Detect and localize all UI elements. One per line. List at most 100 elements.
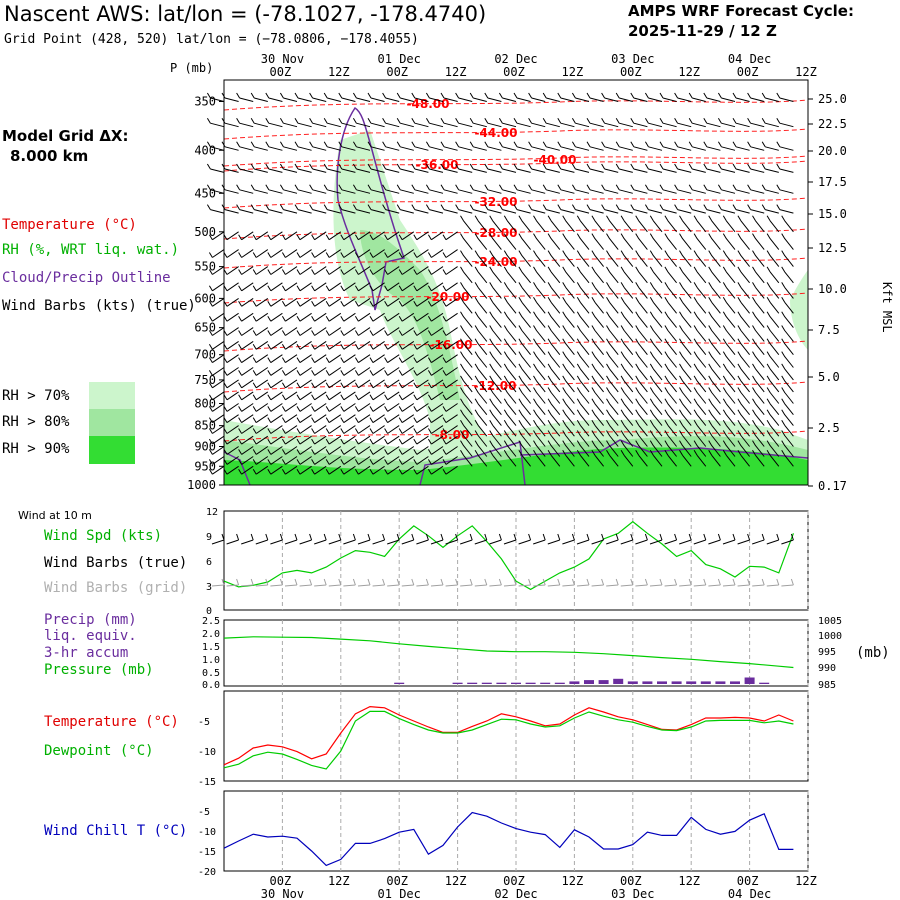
wind-barb — [620, 387, 634, 404]
temperature-contour — [223, 340, 809, 352]
precip-bar — [657, 681, 667, 684]
pressure-tick-label: 650 — [194, 321, 216, 335]
wind-barb — [238, 327, 254, 336]
rh90-swatch — [89, 436, 135, 464]
wind-barb — [752, 250, 765, 267]
wind-barb — [693, 282, 707, 299]
wind-barb — [503, 297, 517, 314]
wind-barb — [664, 215, 677, 233]
wind-barb — [474, 398, 488, 416]
wind-barb — [340, 414, 356, 424]
wind-barb — [354, 456, 371, 465]
wind-barb — [601, 92, 619, 102]
wind-barb — [576, 311, 590, 328]
wind-barb — [208, 435, 225, 445]
wind-barb — [722, 450, 736, 467]
wind-barb — [679, 215, 692, 233]
wind-barb — [649, 420, 663, 437]
wind-barb — [703, 184, 721, 194]
wind-barb — [498, 117, 517, 128]
wind-barb — [311, 297, 327, 307]
wind-barb — [281, 312, 298, 322]
wind-barb — [340, 435, 356, 445]
wind-barb — [352, 184, 371, 194]
wind-barb — [679, 440, 692, 457]
wind-barb — [384, 425, 400, 434]
wind-barb — [635, 266, 648, 284]
surface-wind-barb — [708, 533, 721, 545]
wind-barb — [281, 231, 298, 241]
wind-barb — [747, 141, 765, 151]
wind-barb — [781, 297, 794, 314]
wind-barb — [766, 338, 780, 356]
wind-barb — [533, 282, 546, 299]
wind-barb — [722, 297, 736, 314]
wind-barb — [635, 375, 648, 393]
wind-barb — [649, 409, 663, 426]
wind-barb — [460, 325, 473, 342]
wind-barb — [338, 163, 356, 173]
wind-barb — [413, 379, 429, 389]
wind-speed-line — [223, 520, 794, 591]
wind-barb — [369, 231, 385, 241]
wind-barb — [664, 375, 677, 393]
wind-barb — [369, 391, 385, 401]
wind-barb — [766, 375, 780, 393]
wind-barb — [591, 325, 604, 342]
wind-barb — [518, 297, 531, 314]
wind-barb — [562, 351, 575, 368]
grid-wind-barb — [562, 578, 575, 587]
wind-barb — [693, 430, 707, 447]
wind-barb — [460, 387, 473, 404]
time-tick-label-bottom: 12Z — [328, 874, 350, 888]
wind-barb — [776, 141, 794, 151]
wind-barb — [369, 435, 385, 445]
time-tick-label-bottom: 00Z — [270, 874, 292, 888]
wind-barb — [369, 354, 385, 364]
wind-barb — [737, 311, 750, 328]
wind-barb — [325, 456, 342, 465]
wind-barb — [474, 338, 488, 356]
wind-barb — [503, 420, 517, 437]
wind-barb — [591, 398, 604, 416]
wind-barb — [513, 141, 531, 151]
wind-barb — [576, 250, 590, 267]
wind-barb — [369, 403, 385, 412]
wind-barb — [489, 420, 502, 437]
model-grid-value: 8.000 km — [10, 147, 89, 165]
windchill-panel — [223, 790, 809, 872]
wind-barb — [533, 297, 546, 314]
time-tick-label-top: 00Z — [270, 65, 292, 79]
grid-wind-barb — [357, 578, 371, 587]
wind-barb — [325, 354, 342, 364]
wind-barb — [752, 215, 765, 233]
wind-barb — [518, 450, 531, 467]
wind-tick-label: 6 — [206, 557, 212, 568]
surface-wind-barb — [606, 533, 619, 545]
wind-barb — [615, 92, 633, 102]
wind-barb — [206, 141, 225, 151]
wind-barb — [761, 117, 779, 128]
wind-barb — [664, 387, 677, 404]
wind-barb — [442, 312, 458, 322]
wind-barb — [547, 387, 561, 404]
precip-bar — [642, 681, 653, 684]
wind-barb — [674, 204, 692, 214]
wind-barb — [427, 231, 444, 241]
wind-barb — [296, 446, 312, 455]
wind-barb — [267, 249, 283, 258]
wind-barb — [766, 250, 780, 267]
wind-barb — [562, 363, 575, 381]
wind-barb — [296, 456, 312, 465]
wind-barb — [440, 92, 458, 102]
surface-wind-barb — [503, 533, 517, 545]
wind-barb — [382, 92, 400, 102]
wind-barb — [513, 184, 531, 194]
time-tick-label-bottom: 12Z — [795, 874, 817, 888]
wind-barb — [367, 141, 385, 151]
wind-barb — [649, 233, 663, 250]
wind-barb — [354, 367, 371, 376]
wind-barb — [571, 184, 590, 194]
wind-barb — [620, 215, 634, 233]
wind-barb — [460, 233, 473, 250]
